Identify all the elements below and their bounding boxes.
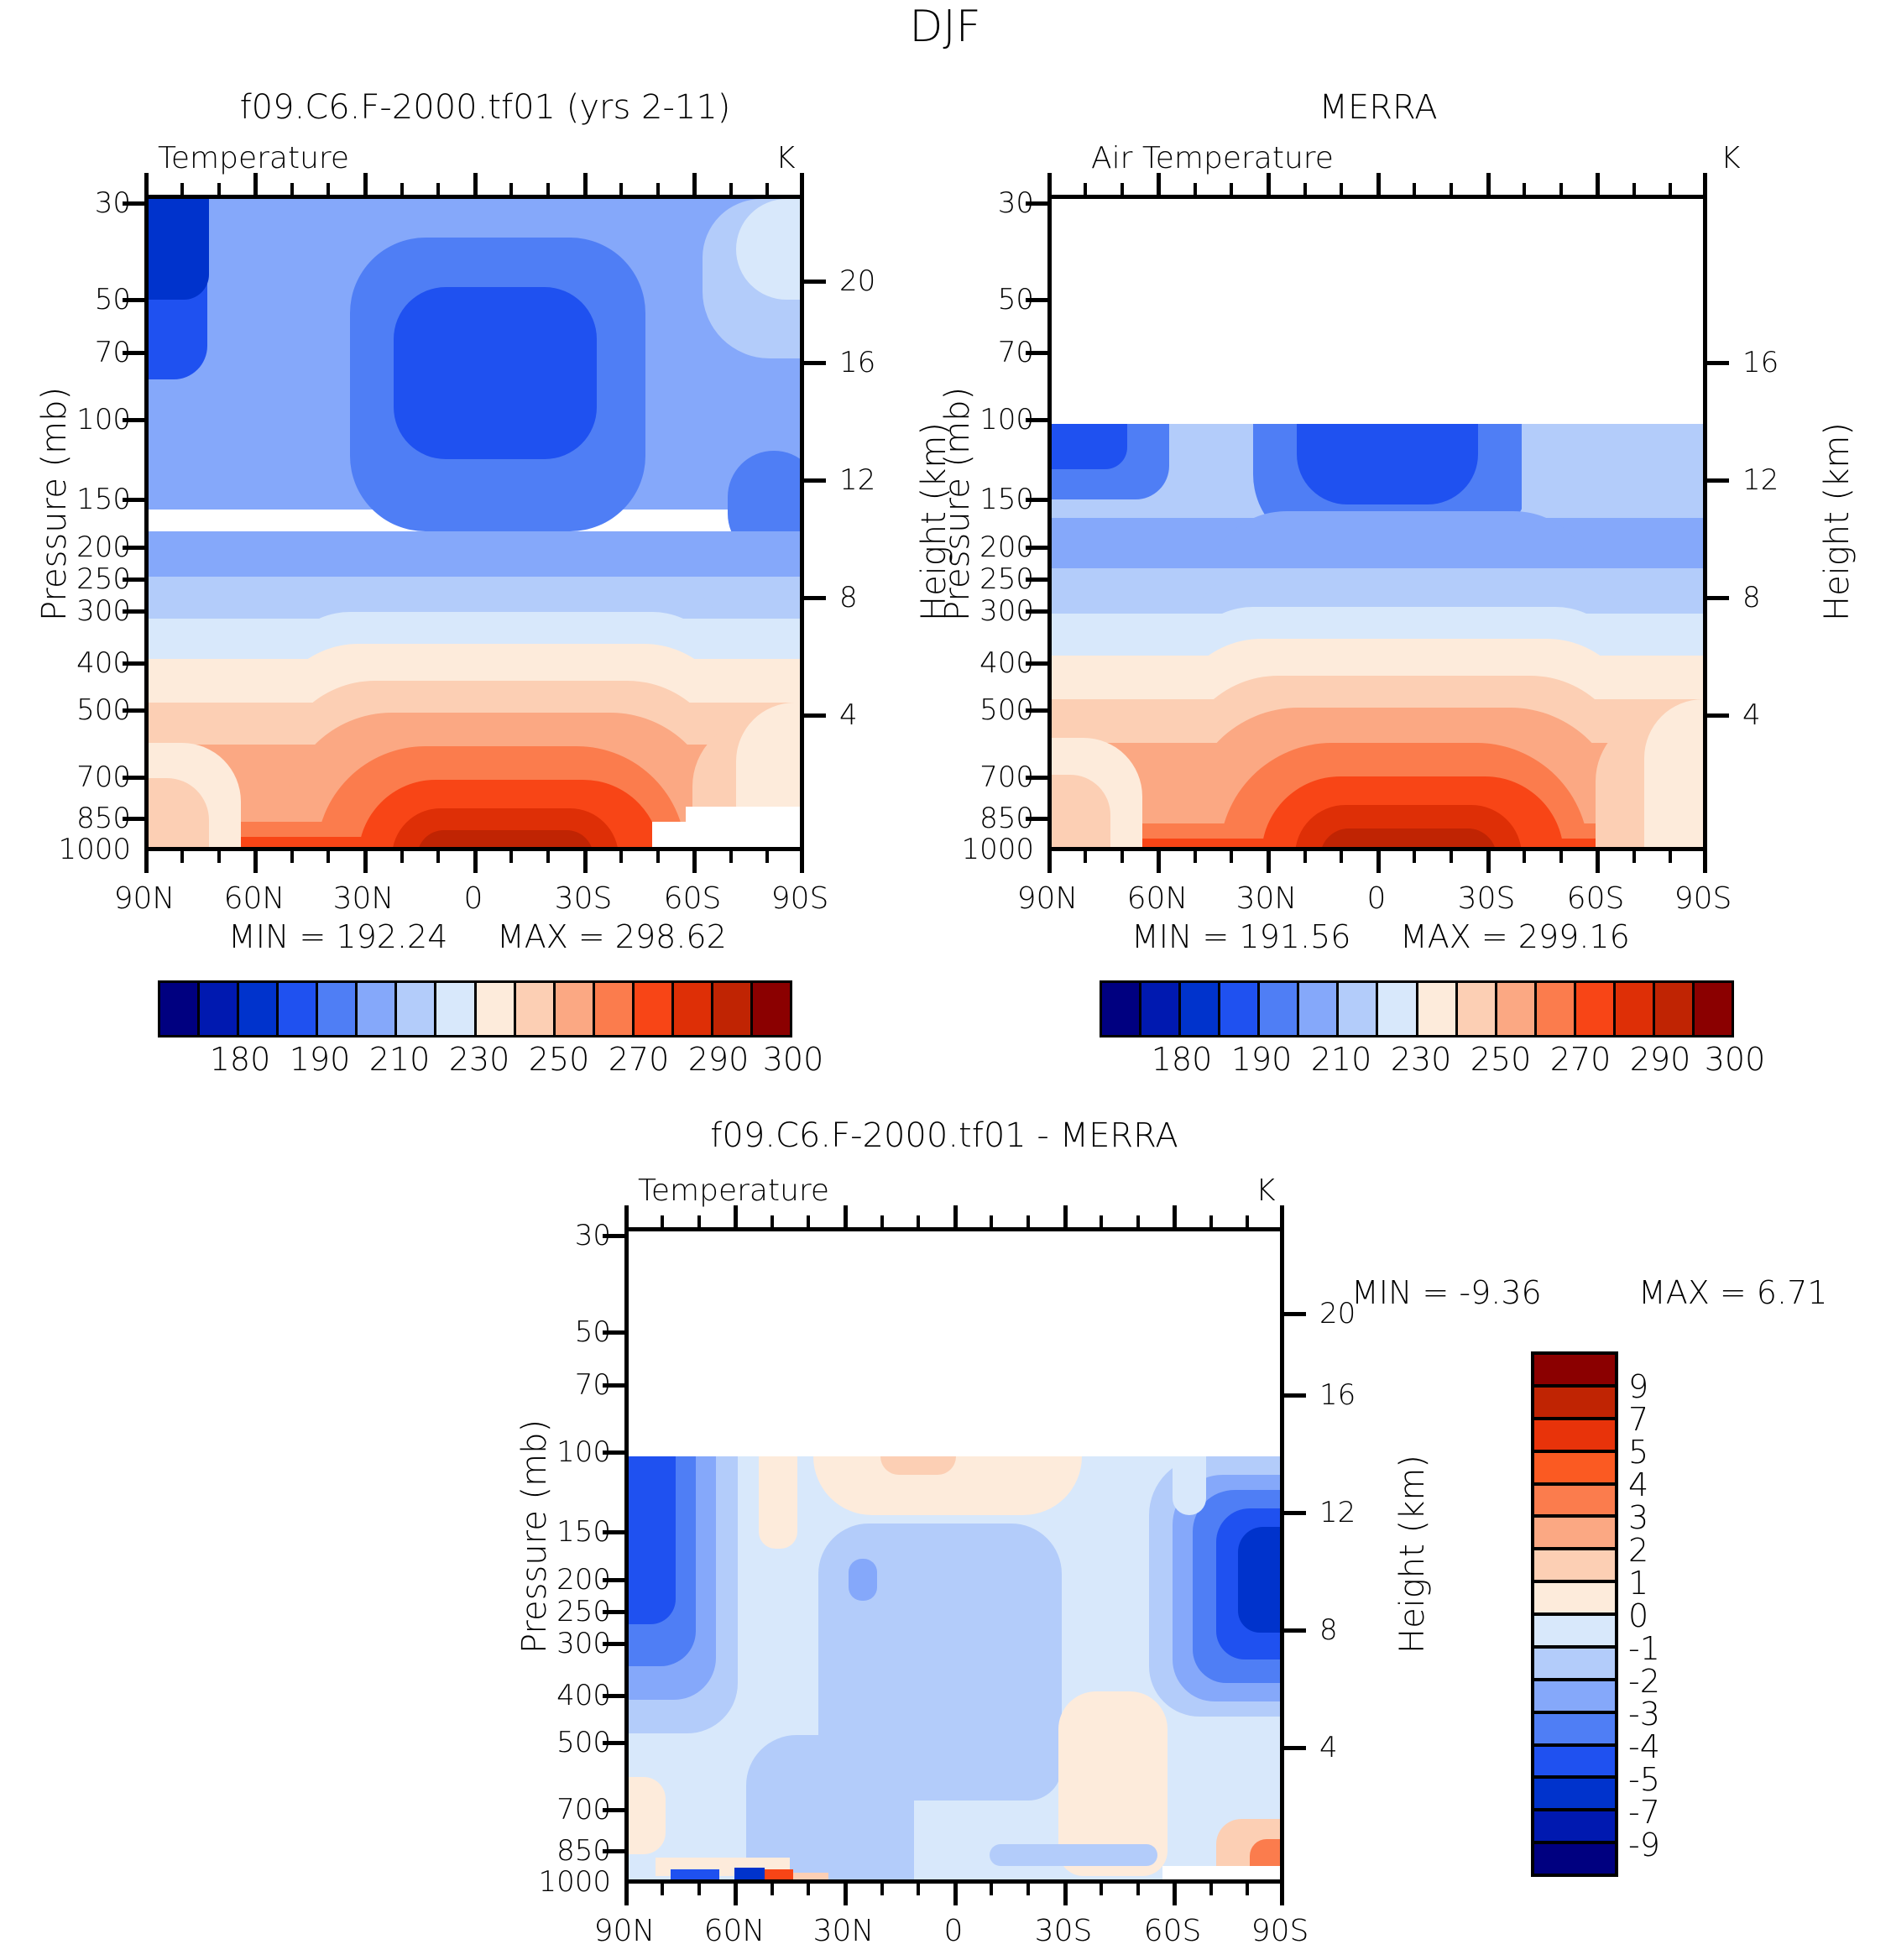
obs-pressure-axis-label: Pressure (mb) [938,386,977,621]
model-panel-title: f09.C6.F-2000.tf01 (yrs 2-11) [239,88,731,127]
colorbar-swatch [1418,983,1458,1035]
diff-colorbar [1531,1351,1618,1877]
colorbar-swatch [1694,983,1732,1035]
model-x-axis-ticks [144,851,804,876]
model-panel-subtitle: Temperature [158,141,350,175]
colorbar-swatch [555,983,595,1035]
colorbar-swatch [1299,983,1340,1035]
colorbar-swatch [476,983,516,1035]
model-temperature-field [149,199,800,847]
colorbar-swatch [594,983,635,1035]
colorbar-swatch [515,983,556,1035]
model-max-label: MAX = 298.62 [497,918,727,955]
colorbar-swatch [1534,1616,1615,1649]
obs-min-label: MIN = 191.56 [1131,918,1351,955]
obs-x-axis-top-ticks [1047,171,1707,195]
diff-height-axis-label: Height (km) [1393,1455,1432,1654]
diff-unit-label: K [1256,1173,1276,1208]
colorbar-swatch [752,983,790,1035]
colorbar-swatch [1260,983,1300,1035]
colorbar-swatch [1534,1811,1615,1845]
colorbar-swatch [1534,1452,1615,1486]
colorbar-swatch [1534,1583,1615,1616]
obs-panel-title: MERRA [1319,88,1438,127]
colorbar-swatch [160,983,201,1035]
diff-min-label: MIN = -9.36 [1351,1274,1542,1311]
colorbar-swatch [713,983,753,1035]
obs-height-axis-label: Height (km) [1818,422,1857,621]
colorbar-swatch [1102,983,1142,1035]
diff-max-label: MAX = 6.71 [1638,1274,1828,1311]
obs-panel-subtitle: Air Temperature [1091,141,1334,175]
diff-colorbar-labels: 9 7 5 4 3 2 1 0 -1 -2 -3 -4 -5 -7 -9 [1628,1368,1660,1863]
colorbar-swatch [1534,1680,1615,1714]
model-pressure-axis-label: Pressure (mb) [35,386,74,621]
colorbar-swatch [1575,983,1616,1035]
colorbar-swatch [634,983,674,1035]
obs-contour-plot [1047,195,1707,851]
diff-contour-plot [624,1227,1284,1884]
colorbar-swatch [1534,1419,1615,1453]
colorbar-swatch [1497,983,1537,1035]
colorbar-swatch [1615,983,1655,1035]
colorbar-swatch [1536,983,1576,1035]
colorbar-swatch [279,983,319,1035]
colorbar-swatch [318,983,358,1035]
colorbar-swatch [1534,1387,1615,1420]
colorbar-swatch [1534,1648,1615,1681]
colorbar-swatch [1220,983,1261,1035]
diff-x-axis-ticks [624,1884,1284,1909]
model-colorbar [158,980,792,1037]
obs-max-label: MAX = 299.16 [1400,918,1630,955]
colorbar-swatch [1181,983,1221,1035]
colorbar-swatch [1534,1844,1615,1874]
model-x-axis-top-ticks [144,171,804,195]
model-contour-plot [144,195,804,851]
diff-panel-title: f09.C6.F-2000.tf01 - MERRA [710,1116,1178,1155]
colorbar-swatch [673,983,713,1035]
colorbar-swatch [436,983,477,1035]
page-title: DJF [909,2,981,52]
diff-pressure-axis-label: Pressure (mb) [515,1419,554,1654]
colorbar-swatch [1141,983,1182,1035]
colorbar-swatch [1654,983,1695,1035]
colorbar-swatch [1534,1485,1615,1518]
colorbar-swatch [397,983,437,1035]
colorbar-swatch [1534,1779,1615,1812]
colorbar-swatch [200,983,240,1035]
diff-temperature-field [629,1231,1280,1879]
colorbar-swatch [1534,1713,1615,1747]
colorbar-swatch [1378,983,1418,1035]
colorbar-swatch [1457,983,1497,1035]
obs-x-axis-ticks [1047,851,1707,876]
obs-colorbar [1100,980,1734,1037]
colorbar-swatch [358,983,398,1035]
diff-panel-subtitle: Temperature [638,1173,830,1208]
colorbar-swatch [239,983,279,1035]
colorbar-swatch [1534,1518,1615,1551]
diff-x-axis-top-ticks [624,1204,1284,1227]
model-min-label: MIN = 192.24 [228,918,448,955]
colorbar-swatch [1339,983,1379,1035]
colorbar-swatch [1534,1550,1615,1584]
obs-unit-label: K [1721,141,1741,175]
model-unit-label: K [776,141,796,175]
colorbar-swatch [1534,1355,1615,1388]
obs-temperature-field [1052,199,1703,847]
colorbar-swatch [1534,1746,1615,1780]
